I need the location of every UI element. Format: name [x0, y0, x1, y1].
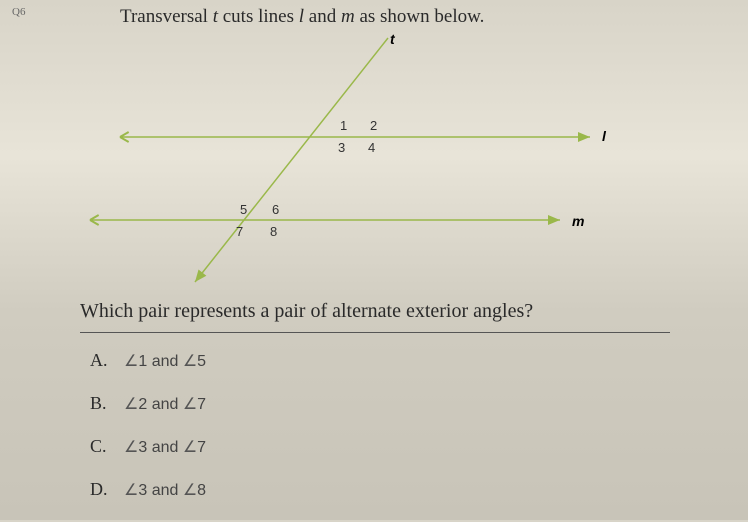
prompt-var-m: m	[341, 6, 355, 27]
choice-text: ∠3 and ∠8	[124, 480, 206, 500]
answer-choices: A.∠1 and ∠5B.∠2 and ∠7C.∠3 and ∠7D.∠3 an…	[90, 350, 206, 522]
choice-text: ∠3 and ∠7	[124, 437, 206, 457]
prompt-pre: Transversal	[120, 6, 213, 27]
prompt-and: and	[304, 6, 341, 27]
divider	[80, 332, 670, 333]
question-number: Q6	[12, 6, 25, 18]
choice-letter: D.	[90, 479, 124, 500]
choice-text: ∠2 and ∠7	[124, 394, 206, 414]
choice-letter: A.	[90, 350, 124, 371]
diagram-svg: l m t 1 2 3 4 5 6 7 8	[80, 32, 620, 287]
choice-b[interactable]: B.∠2 and ∠7	[90, 393, 206, 414]
prompt-mid: cuts lines	[218, 6, 299, 27]
choice-letter: B.	[90, 393, 124, 414]
angle-label-5: 5	[240, 202, 247, 217]
angle-label-8: 8	[270, 224, 277, 239]
angle-label-7: 7	[236, 224, 243, 239]
question: Which pair represents a pair of alternat…	[80, 300, 680, 323]
choice-a[interactable]: A.∠1 and ∠5	[90, 350, 206, 371]
line-m-label: m	[572, 213, 584, 229]
angle-label-2: 2	[370, 118, 377, 133]
prompt: Transversal t cuts lines l and m as show…	[120, 6, 484, 28]
angle-label-4: 4	[368, 140, 375, 155]
choice-c[interactable]: C.∠3 and ∠7	[90, 436, 206, 457]
angle-label-3: 3	[338, 140, 345, 155]
choice-letter: C.	[90, 436, 124, 457]
geometry-diagram: l m t 1 2 3 4 5 6 7 8	[80, 32, 620, 287]
choice-d[interactable]: D.∠3 and ∠8	[90, 479, 206, 500]
angle-label-1: 1	[340, 118, 347, 133]
choice-text: ∠1 and ∠5	[124, 351, 206, 371]
angle-label-6: 6	[272, 202, 279, 217]
line-l-label: l	[602, 128, 607, 144]
line-t-label: t	[390, 32, 396, 47]
prompt-post: as shown below.	[355, 6, 485, 27]
